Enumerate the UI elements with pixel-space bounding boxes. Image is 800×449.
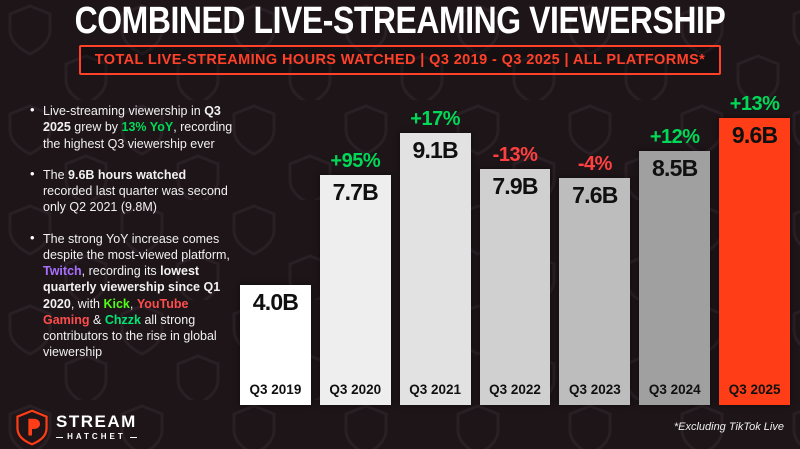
pct-change-label: +12% [649, 126, 700, 148]
bar-category-label: Q3 2021 [409, 382, 462, 397]
bar: 7.9B Q3 2022 [479, 169, 551, 405]
bullet-text-segment: 13% YoY [121, 120, 174, 135]
footnote: *Excluding TikTok Live [673, 421, 784, 433]
logo-hatchet-label: HATCHET [67, 432, 126, 441]
bar: 4.0B Q3 2019 [240, 285, 311, 405]
shield-hatchet-icon [16, 409, 48, 445]
bar: 8.5B Q3 2024 [639, 151, 711, 405]
bar-category-label: Q3 2023 [568, 382, 621, 397]
subtitle: TOTAL LIVE-STREAMING HOURS WATCHED | Q3 … [94, 51, 706, 68]
bar-column: +12% 8.5B Q3 2024 [639, 125, 711, 405]
bar-chart: 4.0B Q3 2019 +95% 7.7B Q3 2020 +17% 9.1B Q3 202… [240, 92, 791, 405]
bullet-text-segment: Q3 2025 [43, 104, 221, 135]
logo-rule-right [129, 436, 137, 438]
bar-category-label: Q3 2022 [489, 382, 541, 397]
bar: 9.6B Q3 2025 [719, 118, 791, 405]
bar-value-label: 7.6B [572, 182, 618, 208]
header: COMBINED LIVE-STREAMING VIEWERSHIP TOTAL… [0, 0, 800, 75]
bar-value-label: 4.0B [252, 289, 299, 315]
bullet-text-segment: 9.6B hours watched [68, 167, 187, 182]
bar-category-label: Q3 2019 [249, 382, 302, 397]
bullet-text-segment: & [89, 312, 105, 327]
bar-category-label: Q3 2024 [648, 382, 701, 397]
pct-change-label: +13% [729, 93, 780, 115]
bullet-text-segment: lowest quarterly viewership since Q1 202… [43, 264, 221, 311]
stream-hatchet-logo: STREAM HATCHET [16, 409, 137, 446]
bullet-text-segment: The strong YoY increase comes despite th… [43, 231, 230, 262]
bullet-list: Live-streaming viewership in Q3 2025 gre… [30, 102, 234, 361]
bullet-text-segment: , with [70, 296, 104, 311]
bar: 9.1B Q3 2021 [399, 133, 471, 405]
insights-panel: Live-streaming viewership in Q3 2025 gre… [30, 102, 234, 361]
subtitle-box: TOTAL LIVE-STREAMING HOURS WATCHED | Q3 … [78, 44, 722, 75]
pct-change-label: -4% [577, 153, 613, 175]
bar: 7.6B Q3 2023 [559, 178, 631, 405]
bullet-text-segment: grew by [70, 120, 122, 135]
bar-value-label: 8.5B [652, 155, 698, 181]
bullet-text-segment: Twitch [43, 264, 82, 278]
bar-value-label: 9.1B [412, 137, 458, 163]
footer: STREAM HATCHET *Excluding TikTok Live [0, 405, 800, 449]
bar-column: +17% 9.1B Q3 2021 [399, 107, 471, 405]
bar: 7.7B Q3 2020 [319, 175, 391, 405]
bullet-item: The 9.6B hours watched recorded last qua… [30, 166, 234, 216]
bar-column: -13% 7.9B Q3 2022 [479, 143, 551, 405]
logo-hatchet-row: HATCHET [56, 433, 137, 441]
bar-column: 4.0B Q3 2019 [240, 259, 311, 405]
bullet-text-segment: all strong contributors to the rise in g… [43, 312, 217, 360]
bullet-item: Live-streaming viewership in Q3 2025 gre… [30, 102, 234, 152]
bullet-text-segment: , [129, 296, 137, 311]
bar-column: +95% 7.7B Q3 2020 [319, 149, 391, 405]
bar-category-label: Q3 2020 [329, 382, 382, 397]
bullet-text-segment: Live-streaming viewership in [43, 104, 205, 118]
bullet-text-segment: The [43, 167, 69, 182]
bar-value-label: 7.9B [492, 173, 538, 199]
bullet-text-segment: Chzzk [104, 312, 141, 327]
bar-value-label: 9.6B [731, 122, 778, 148]
logo-stream-label: STREAM [56, 412, 137, 431]
bullet-item: The strong YoY increase comes despite th… [30, 230, 234, 361]
bullet-text-segment: , recording its [81, 264, 161, 278]
bar-category-label: Q3 2025 [728, 382, 781, 397]
bullet-text-segment: recorded last quarter was second only Q2… [43, 184, 228, 215]
bar-column: +13% 9.6B Q3 2025 [719, 92, 791, 405]
bar-value-label: 7.7B [332, 179, 379, 205]
pct-change-label: +95% [330, 150, 381, 172]
page-title: COMBINED LIVE-STREAMING VIEWERSHIP [74, 0, 726, 42]
bullet-text-segment: , recording the highest Q3 viewership ev… [43, 120, 233, 151]
bullet-text-segment: YouTube Gaming [43, 296, 189, 327]
logo-rule-left [56, 436, 64, 438]
bullet-text-segment: Kick [103, 296, 130, 311]
logo-text: STREAM HATCHET [56, 413, 137, 441]
bar-column: -4% 7.6B Q3 2023 [559, 152, 631, 405]
pct-change-label: +17% [410, 108, 460, 130]
pct-change-label: -13% [492, 144, 538, 166]
